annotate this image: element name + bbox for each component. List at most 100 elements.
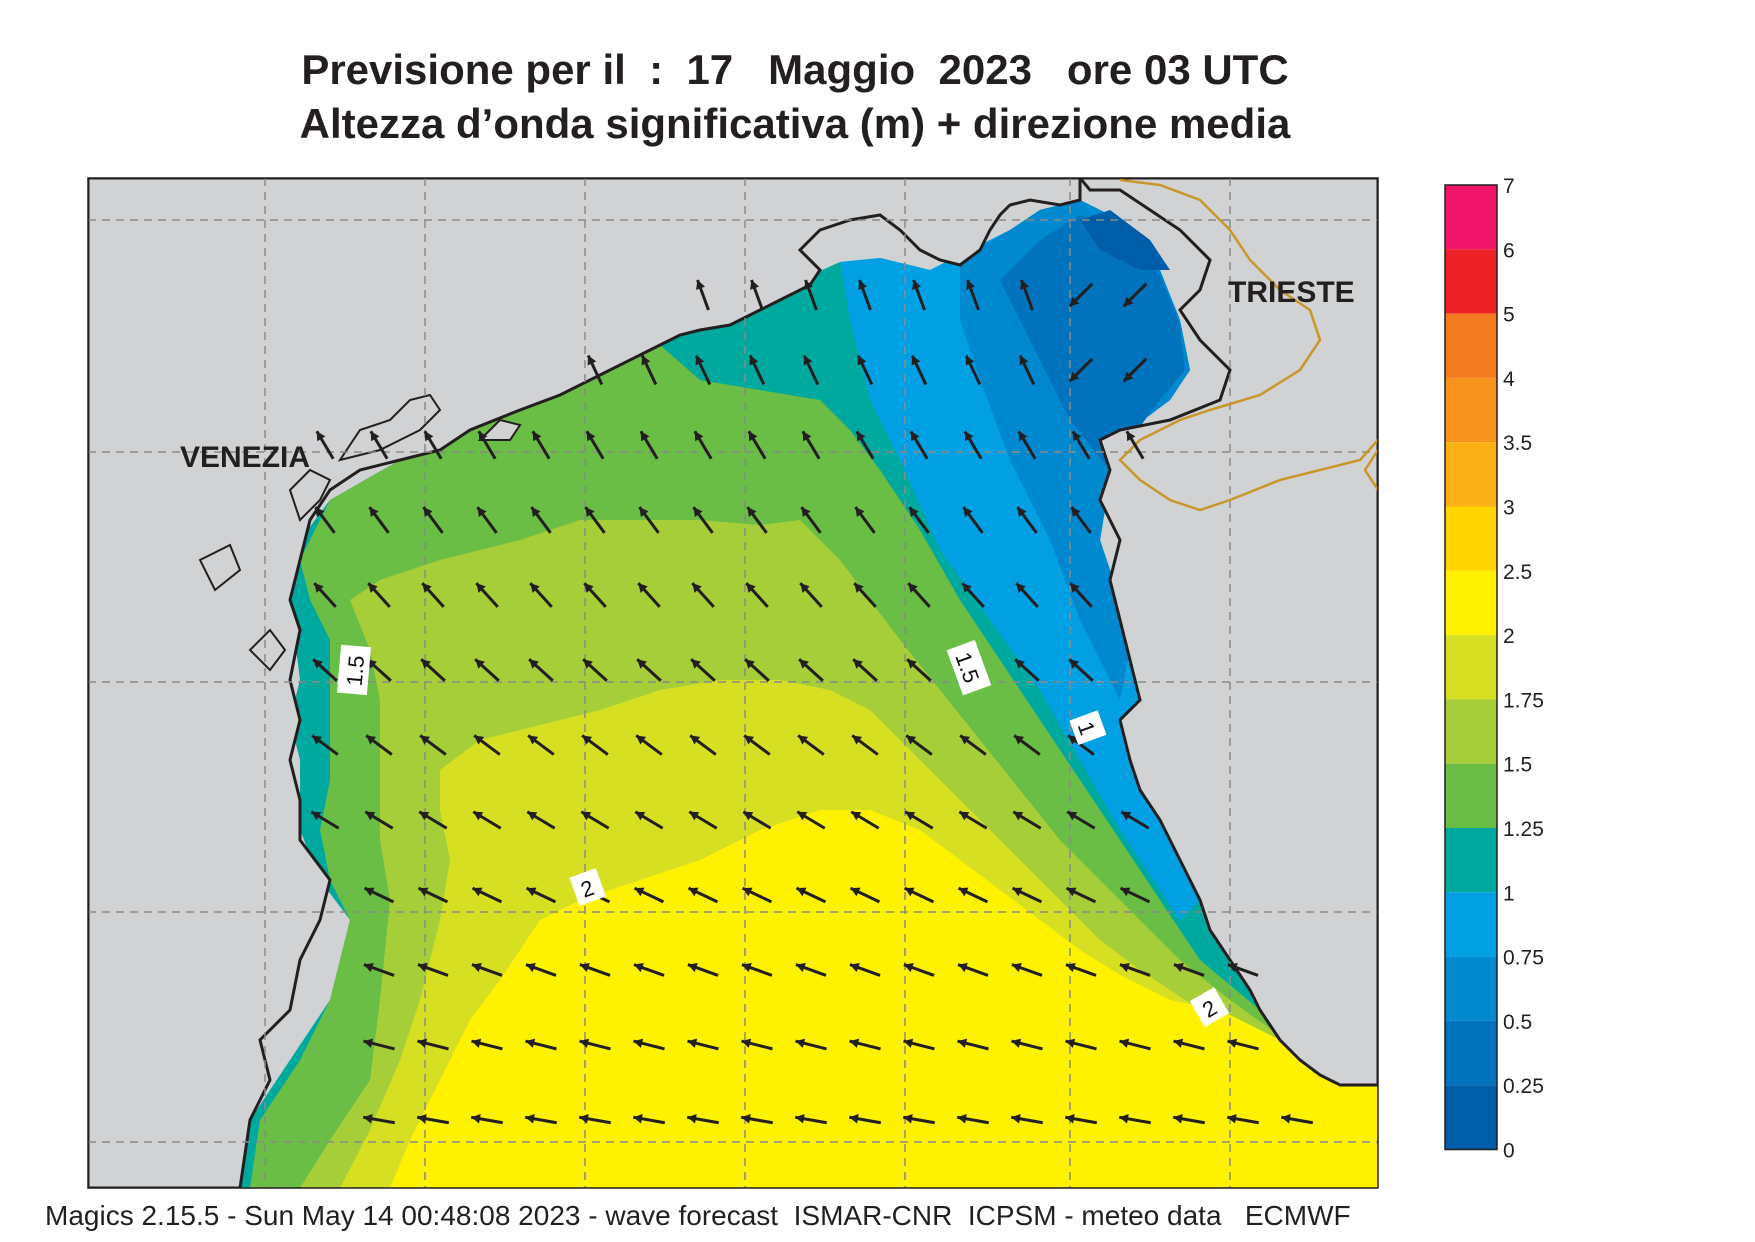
wave-arrow-head: [478, 431, 488, 442]
contour-label: 2: [569, 868, 606, 906]
wave-arrow-head: [852, 735, 863, 745]
wave-arrow-head: [1069, 371, 1080, 382]
wave-arrow-head: [911, 355, 921, 366]
wave-arrow-head: [633, 1038, 644, 1048]
wave-arrow-head: [854, 583, 864, 593]
wave-arrow-head: [637, 659, 647, 669]
wave-arrow-head: [634, 887, 645, 897]
legend-swatch: [1445, 249, 1497, 314]
wave-arrow-head: [960, 735, 971, 745]
wave-arrow-head: [1012, 887, 1023, 897]
legend-swatch: [1445, 570, 1497, 636]
legend-label: 1: [1503, 882, 1515, 905]
wave-arrow-head: [798, 735, 809, 745]
wave-arrow-head: [363, 1038, 374, 1048]
legend-label: 7: [1503, 175, 1515, 198]
title-line-1: Previsione per il : 17 Maggio 2023 ore 0…: [301, 46, 1289, 93]
wave-arrow-head: [641, 355, 651, 366]
legend-label: 0: [1503, 1140, 1515, 1163]
national-border: [1118, 178, 1378, 512]
wave-arrow-head: [741, 1038, 752, 1048]
wave-arrow-head: [748, 431, 758, 442]
legend-label: 3: [1503, 497, 1515, 520]
wave-arrow-head: [957, 1038, 968, 1048]
wave-arrow-head: [910, 431, 920, 442]
wave-arrow-head: [849, 1114, 859, 1124]
wave-arrow-head: [1123, 296, 1134, 307]
wave-arrow-head: [745, 659, 755, 669]
wave-arrow-head: [473, 811, 484, 821]
wave-arrow-head: [314, 583, 324, 593]
wave-arrow-head: [1119, 963, 1130, 973]
legend-label: 5: [1503, 304, 1515, 327]
wave-arrow-head: [1126, 431, 1136, 442]
wave-arrow-head: [905, 811, 916, 821]
legend-swatch: [1445, 1085, 1497, 1150]
wave-arrow-head: [368, 583, 378, 593]
wave-arrow-head: [316, 431, 326, 442]
wave-arrow-head: [743, 811, 754, 821]
wave-arrow-head: [957, 1114, 967, 1124]
wave-arrow-head: [471, 963, 482, 973]
wave-arrow-head: [474, 735, 485, 745]
wave-arrow-head: [850, 887, 861, 897]
wave-arrow-head: [530, 583, 540, 593]
wave-arrow-head: [1066, 887, 1077, 897]
wave-arrow-head: [744, 735, 755, 745]
wave-arrow-head: [531, 507, 541, 518]
wave-arrow-head: [370, 431, 380, 442]
contour-label: 1.5: [336, 644, 372, 696]
wave-arrow-head: [313, 659, 323, 669]
legend-frame: [1444, 184, 1498, 1151]
wave-arrow-head: [1123, 371, 1134, 382]
wave-arrow-head: [962, 583, 972, 593]
legend-label: 1.25: [1503, 818, 1544, 841]
wave-arrow-head: [855, 507, 865, 518]
wave-arrow-head: [312, 735, 323, 745]
wave-arrow-head: [369, 507, 379, 518]
wave-arrow-head: [907, 659, 917, 669]
wave-arrow-head: [365, 811, 376, 821]
wave-arrow-head: [417, 1038, 428, 1048]
grid-lines: [88, 178, 1378, 1188]
wave-arrow-head: [633, 1114, 643, 1124]
wave-arrow-head: [477, 507, 487, 518]
wave-arrow-head: [906, 735, 917, 745]
wave-arrow-head: [903, 1038, 914, 1048]
city-label-trieste: TRIESTE: [1228, 276, 1355, 309]
wave-arrow-head: [959, 811, 970, 821]
legend-label: 1.5: [1503, 754, 1532, 777]
wave-arrow-head: [638, 583, 648, 593]
wave-arrow-head: [1173, 963, 1184, 973]
color-legend: 7 6 5 4 3.5 3 2.5 2 1.75 1.5 1.25 1 0.75 0.5 0.25 0: [1444, 175, 1544, 1163]
wave-arrow-head: [579, 1114, 589, 1124]
legend-label: 4: [1503, 368, 1515, 391]
legend-label: 0.25: [1503, 1075, 1544, 1098]
wave-arrow-head: [527, 811, 538, 821]
wave-arrow-head: [1173, 1114, 1183, 1124]
wave-arrow-head: [800, 583, 810, 593]
wave-arrow-head: [749, 355, 759, 366]
wave-arrow-head: [582, 735, 593, 745]
wave-arrow-head: [903, 1114, 913, 1124]
wave-arrow-head: [741, 963, 752, 973]
wave-arrow-head: [586, 431, 596, 442]
wave-arrow-head: [1119, 1038, 1130, 1048]
wave-arrow-head: [963, 507, 973, 518]
wave-arrow-head: [1227, 963, 1238, 973]
wave-arrow-head: [795, 1038, 806, 1048]
wave-arrow-head: [693, 507, 703, 518]
wave-arrow-head: [1227, 1114, 1237, 1124]
wave-arrow-head: [525, 1114, 535, 1124]
wave-arrow-head: [417, 1114, 427, 1124]
wave-arrow-head: [418, 887, 429, 897]
legend-swatch: [1445, 892, 1497, 957]
legend-swatch: [1445, 763, 1497, 828]
wave-arrow-head: [585, 507, 595, 518]
wave-arrow-head: [742, 887, 753, 897]
wave-arrow-head: [525, 1038, 536, 1048]
map-frame: [87, 177, 1379, 1189]
wave-arrow-head: [1119, 1114, 1129, 1124]
contour-label: 1: [1069, 710, 1107, 746]
legend-swatch: [1445, 956, 1497, 1021]
